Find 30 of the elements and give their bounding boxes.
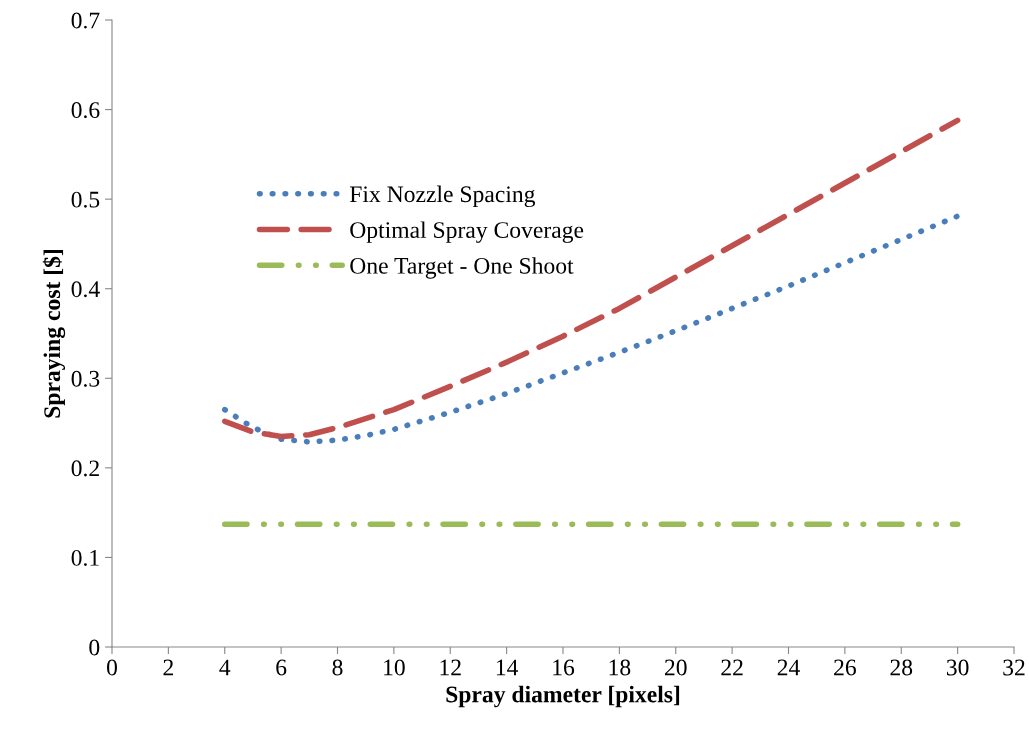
x-tick-label: 12 (440, 659, 461, 676)
y-tick-label: 0.5 (71, 191, 100, 208)
x-tick-label: 14 (496, 659, 519, 676)
x-tick-label: 24 (777, 659, 800, 676)
x-tick-label: 4 (219, 659, 231, 676)
legend-label: Optimal Spray Coverage (350, 221, 584, 243)
y-tick-label: 0.3 (71, 370, 100, 387)
x-tick-label: 2 (163, 659, 173, 676)
y-tick-label: 0.4 (71, 281, 100, 298)
x-tick-label: 8 (332, 659, 343, 676)
y-axis-title: Spraying cost [$] (42, 249, 66, 418)
legend-label: Fix Nozzle Spacing (349, 185, 536, 208)
x-tick-label: 10 (384, 659, 405, 676)
x-tick-label: 30 (946, 659, 969, 676)
x-tick-label: 18 (609, 659, 631, 676)
x-tick-label: 0 (107, 659, 117, 676)
y-tick-label: 0.7 (71, 12, 100, 29)
y-tick-label: 0.2 (71, 460, 99, 477)
x-tick-label: 6 (276, 659, 287, 676)
x-tick-label: 26 (834, 659, 856, 676)
x-axis-title: Spray diameter [pixels] (446, 685, 680, 708)
y-tick-label: 0.6 (71, 102, 100, 119)
x-tick-label: 20 (664, 659, 687, 676)
x-tick-label: 28 (890, 659, 913, 676)
x-tick-label: 22 (721, 659, 743, 676)
legend-label: One Target - One Shoot (350, 257, 574, 279)
y-tick-label: 0 (89, 639, 100, 656)
y-tick-label: 0.1 (71, 549, 99, 566)
x-tick-label: 16 (553, 659, 575, 676)
x-tick-label: 32 (1003, 659, 1025, 676)
